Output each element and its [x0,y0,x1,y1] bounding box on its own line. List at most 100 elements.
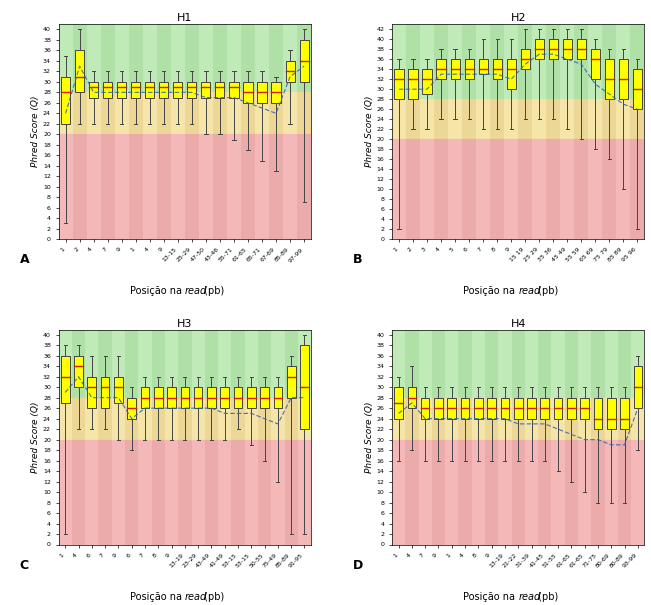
Bar [525,440,538,544]
Bar [165,330,178,397]
Bar [299,40,309,82]
Bar [618,440,631,544]
Bar [525,397,538,440]
Bar [185,24,199,93]
Bar [392,397,644,440]
Bar [297,134,311,239]
Bar [87,93,101,134]
Bar [392,99,406,139]
Text: A: A [20,253,29,266]
Bar [115,134,129,239]
Bar [191,330,205,397]
Bar [631,440,644,544]
Bar [488,397,496,419]
Bar [215,82,225,97]
Bar [518,24,533,99]
Bar [462,99,476,139]
Bar [450,59,460,79]
Bar [152,330,165,397]
Bar [178,440,191,544]
Bar [271,330,284,397]
Bar [243,82,253,103]
Bar [298,397,311,440]
Bar [574,99,589,139]
Bar [298,330,311,397]
Bar [564,440,578,544]
Bar [512,397,525,440]
Bar [87,134,101,239]
Bar [498,330,512,397]
Bar [101,24,115,93]
Bar [178,397,191,440]
Bar [633,366,642,408]
Bar [434,24,448,99]
Bar [493,59,502,79]
Bar [112,330,125,397]
Bar [273,387,283,408]
Text: (pb): (pb) [201,287,225,296]
Bar [157,134,171,239]
Bar [247,387,256,408]
Bar [434,139,448,239]
Bar [269,134,283,239]
Bar [538,397,551,440]
Bar [580,397,589,419]
Bar [231,440,245,544]
Bar [74,356,83,387]
Bar [474,397,482,419]
Bar [631,397,644,440]
Bar [112,397,125,440]
Bar [59,330,72,397]
Bar [591,49,600,79]
Bar [125,440,139,544]
Text: read: read [185,287,207,296]
Bar [534,39,544,59]
Bar [59,440,311,544]
Bar [574,139,589,239]
Bar [602,99,616,139]
Bar [445,397,458,440]
Bar [577,39,586,59]
Bar [283,24,297,93]
Bar [504,139,518,239]
Text: Posição na: Posição na [130,592,185,602]
Bar [72,397,85,440]
Bar [476,139,490,239]
Bar [436,59,446,79]
Bar [72,440,85,544]
Bar [591,397,605,440]
Bar [501,397,509,419]
Bar [533,24,546,99]
Bar [284,330,298,397]
Bar [260,387,269,408]
Bar [421,397,430,419]
Text: read: read [518,287,540,296]
Bar [472,397,485,440]
Bar [258,397,271,440]
Bar [485,330,498,397]
Bar [458,440,472,544]
Text: Posição na: Posição na [463,592,518,602]
Bar [485,397,498,440]
Bar [297,93,311,134]
Bar [546,99,561,139]
Text: C: C [20,558,29,572]
Bar [549,39,558,59]
Bar [504,24,518,99]
Bar [59,93,311,134]
Bar [408,69,417,99]
Bar [485,440,498,544]
Bar [461,397,469,419]
Bar [59,440,72,544]
Bar [128,397,136,419]
Bar [115,93,129,134]
Bar [101,134,115,239]
Bar [218,397,231,440]
Bar [59,134,311,239]
Bar [567,397,575,419]
Bar [616,139,630,239]
Bar [139,397,152,440]
Bar [521,49,530,69]
Bar [562,39,572,59]
Bar [594,397,602,429]
